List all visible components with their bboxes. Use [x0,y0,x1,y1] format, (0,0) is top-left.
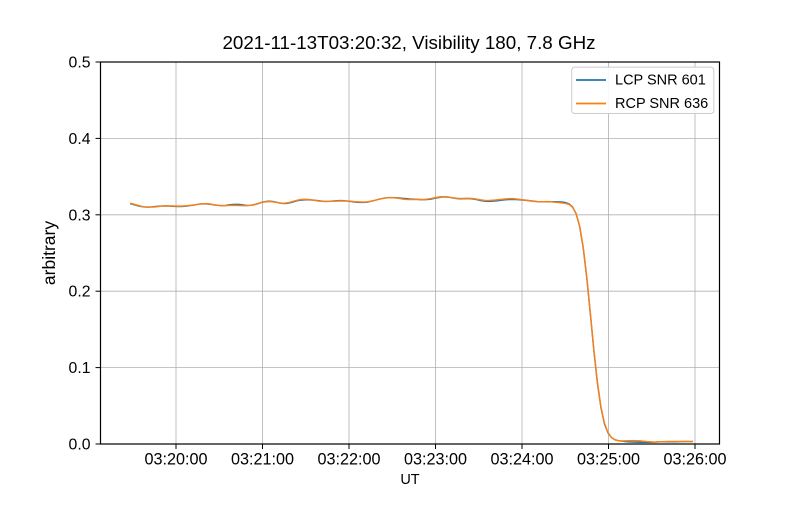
svg-text:0.5: 0.5 [69,55,91,72]
svg-text:03:26:00: 03:26:00 [663,451,726,469]
svg-text:RCP SNR 636: RCP SNR 636 [615,96,708,112]
svg-text:03:21:00: 03:21:00 [231,451,294,469]
svg-text:03:20:00: 03:20:00 [144,451,207,469]
svg-text:2021-11-13T03:20:32, Visibilit: 2021-11-13T03:20:32, Visibility 180, 7.8… [222,32,595,53]
svg-text:arbitrary: arbitrary [39,221,59,285]
svg-text:03:24:00: 03:24:00 [490,451,553,469]
svg-text:03:25:00: 03:25:00 [577,451,640,469]
svg-text:0.1: 0.1 [69,360,91,377]
svg-text:UT: UT [400,472,419,488]
svg-text:0.2: 0.2 [69,284,91,301]
svg-text:0.3: 0.3 [69,207,91,224]
svg-text:LCP SNR 601: LCP SNR 601 [615,73,706,89]
svg-text:0.4: 0.4 [69,131,91,148]
svg-text:03:23:00: 03:23:00 [404,451,467,469]
svg-text:0.0: 0.0 [69,437,91,454]
svg-text:03:22:00: 03:22:00 [317,451,380,469]
